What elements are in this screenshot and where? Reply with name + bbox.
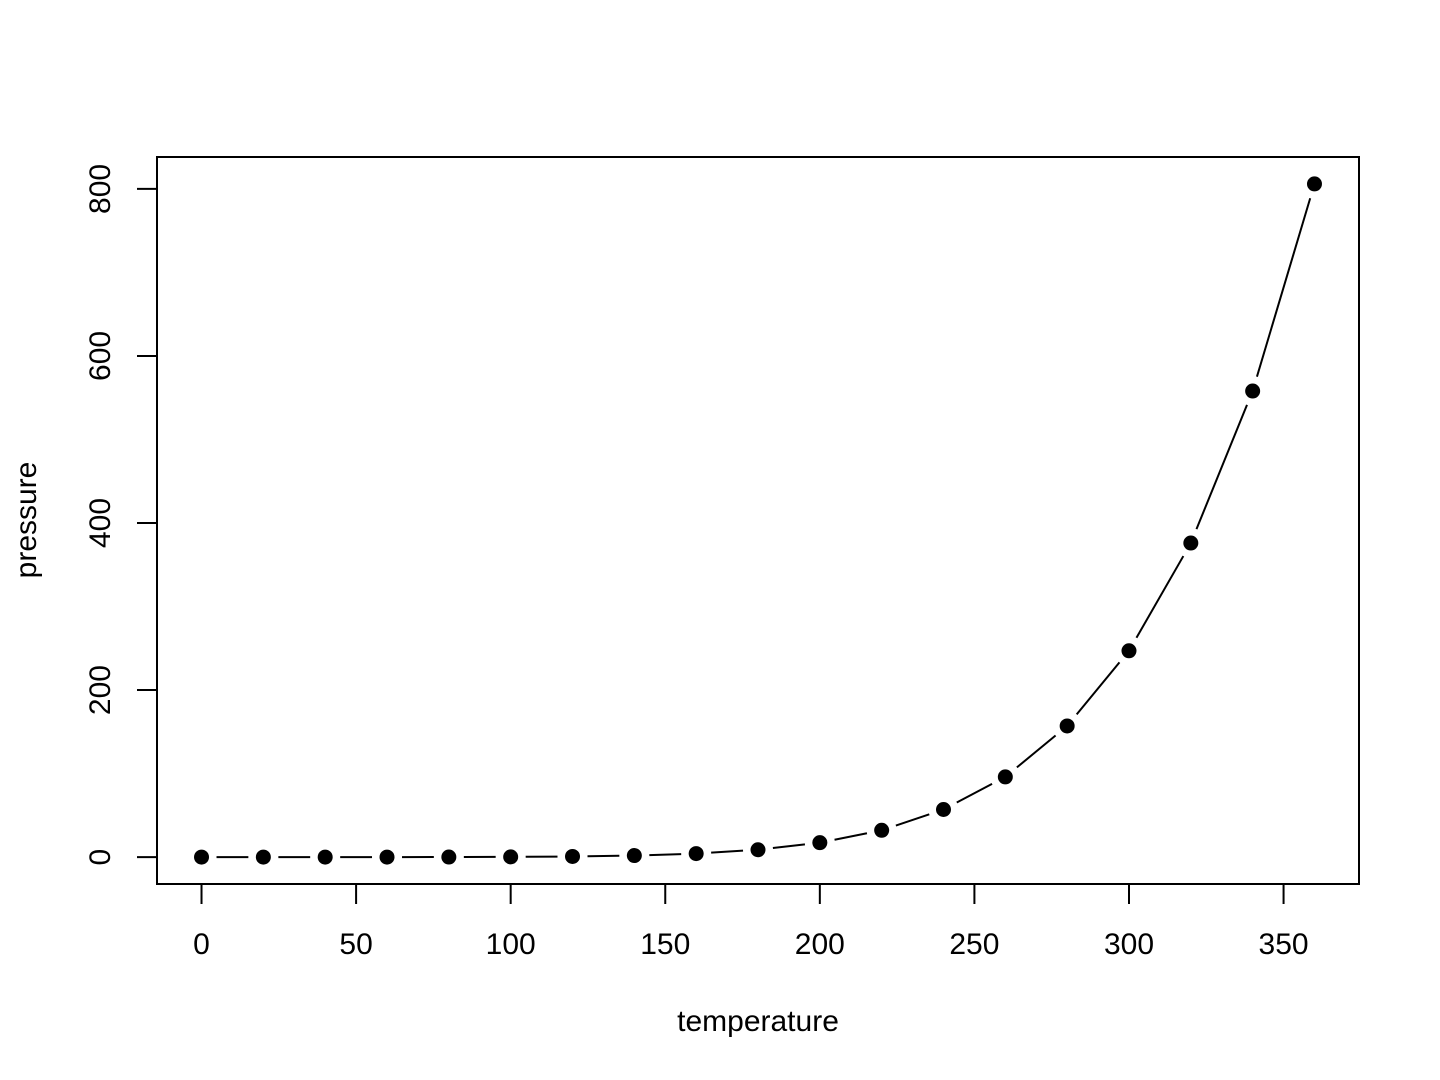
data-point <box>1306 176 1322 192</box>
data-point <box>812 835 828 851</box>
y-tick-label: 0 <box>84 849 117 866</box>
x-tick-label: 0 <box>193 928 210 961</box>
data-point <box>1121 643 1137 659</box>
series-line-segment <box>1255 197 1312 377</box>
series-line-segment <box>956 783 993 804</box>
x-tick-label: 150 <box>640 928 690 961</box>
data-point <box>626 848 642 864</box>
data-point <box>1059 718 1075 734</box>
data-point <box>874 822 890 838</box>
x-tick-label: 200 <box>795 928 845 961</box>
data-point <box>379 849 395 865</box>
data-point <box>1183 535 1199 551</box>
data-point <box>688 846 704 862</box>
y-tick-label: 400 <box>84 498 117 548</box>
data-point <box>750 842 766 858</box>
data-point <box>935 801 951 817</box>
series-line-segment <box>1195 404 1248 530</box>
series-line-segment <box>1016 734 1057 769</box>
series-line-segment <box>834 832 868 841</box>
x-tick-label: 100 <box>486 928 536 961</box>
y-axis: 0 200 400 600 800 <box>84 164 158 866</box>
x-axis-label: temperature <box>677 1005 839 1038</box>
x-tick-label: 300 <box>1104 928 1154 961</box>
x-tick-label: 350 <box>1259 928 1309 961</box>
data-point <box>255 849 271 865</box>
series-line-segment <box>711 849 744 854</box>
data-point <box>317 849 333 865</box>
data-point <box>997 769 1013 785</box>
data-point <box>1245 383 1261 399</box>
data-point <box>565 848 581 864</box>
y-tick-label: 800 <box>84 164 117 214</box>
data-point <box>503 849 519 865</box>
data-point <box>194 849 210 865</box>
series-layer <box>194 176 1322 865</box>
y-tick-label: 600 <box>84 331 117 381</box>
x-tick-label: 50 <box>339 928 372 961</box>
series-line-segment <box>772 843 806 850</box>
series-line-segment <box>1135 555 1185 639</box>
series-line-segment <box>1075 661 1121 716</box>
data-point <box>441 849 457 865</box>
series-line-segment <box>895 813 930 827</box>
y-axis-label: pressure <box>10 462 43 579</box>
x-tick-label: 250 <box>949 928 999 961</box>
series-line-segment <box>649 853 682 857</box>
y-tick-label: 200 <box>84 665 117 715</box>
x-axis: 0 50 100 150 200 250 300 350 <box>193 883 1309 961</box>
